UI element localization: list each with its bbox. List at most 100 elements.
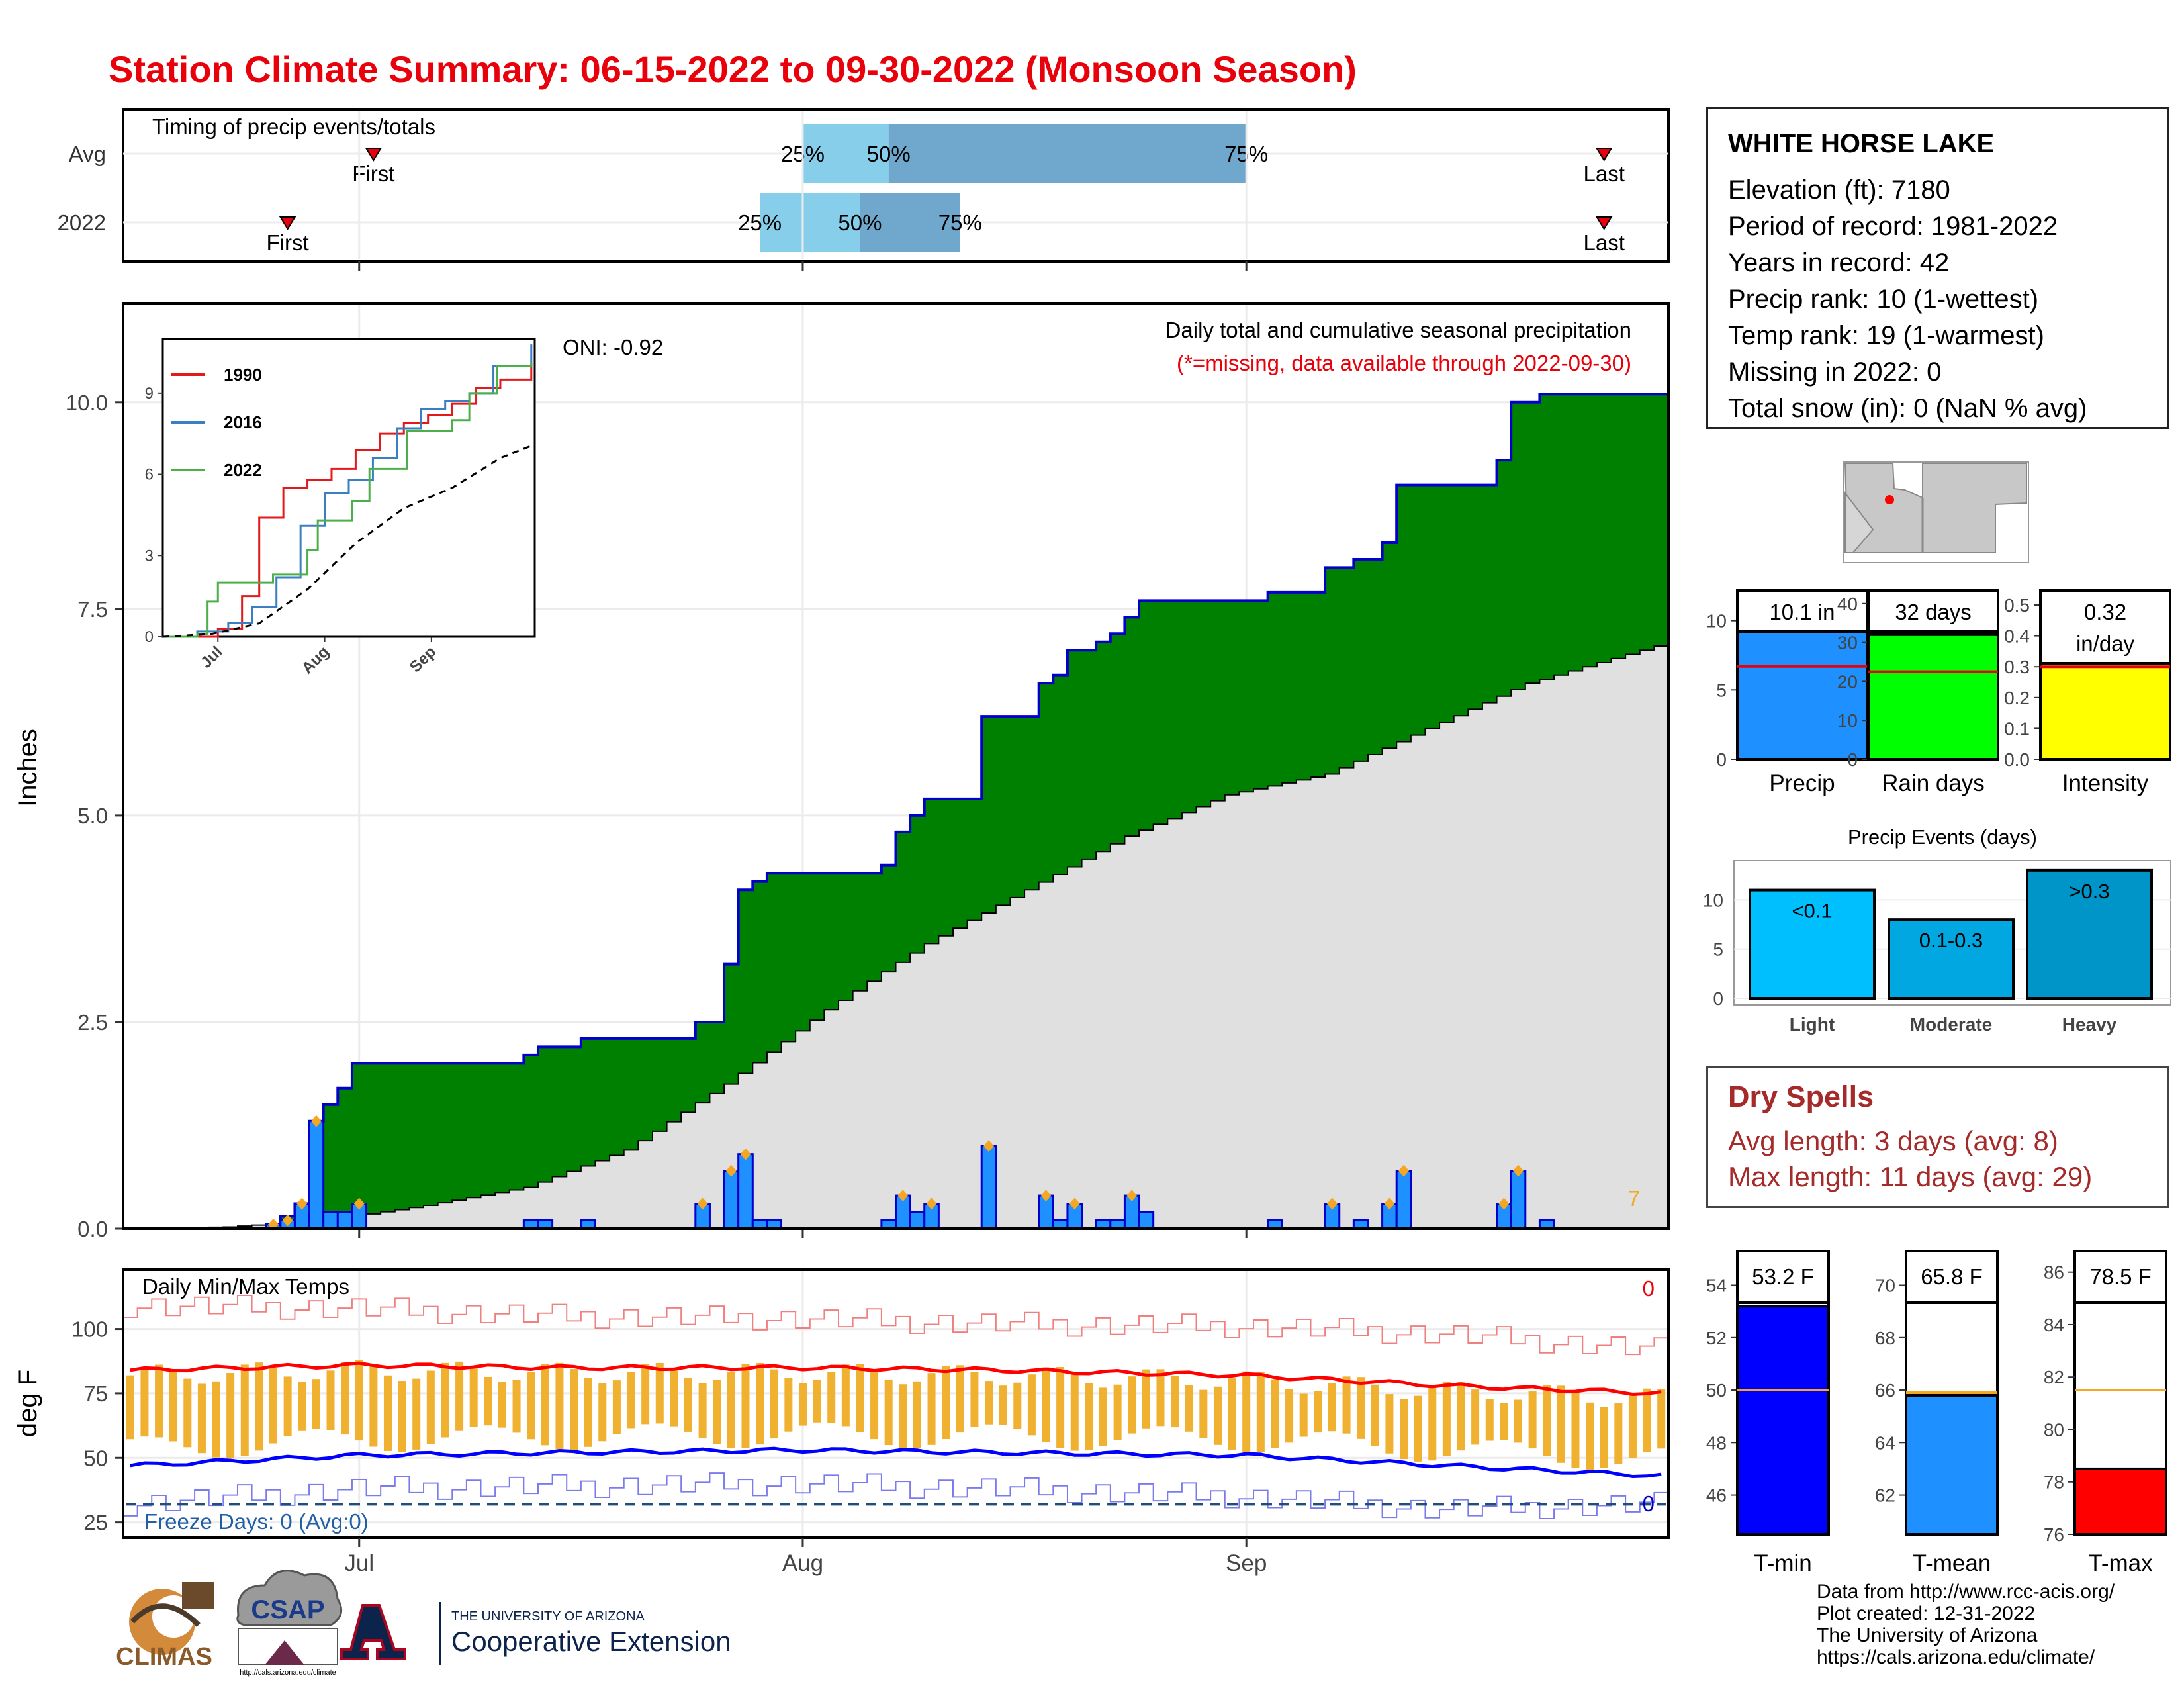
daily-temp-range-bar bbox=[870, 1370, 879, 1440]
summary-ytick-label: 0.0 bbox=[2004, 749, 2030, 770]
heavy-event-marker bbox=[1512, 1164, 1524, 1177]
cold-count: 0 bbox=[1643, 1491, 1655, 1516]
daily-temp-range-bar bbox=[326, 1370, 335, 1430]
precip-y-label: Inches bbox=[13, 729, 42, 807]
daily-temp-range-bar bbox=[426, 1370, 435, 1444]
inset-ytick-label: 3 bbox=[145, 547, 154, 565]
daily-temp-range-bar bbox=[956, 1365, 964, 1433]
precip-ytick-label: 7.5 bbox=[77, 597, 108, 622]
station-info-line: Missing in 2022: 0 bbox=[1728, 357, 1942, 387]
csap-url: http://cals.arizona.edu/climate bbox=[240, 1669, 336, 1677]
daily-precip-bar bbox=[980, 1145, 997, 1230]
temp-summary-bar bbox=[2073, 1467, 2167, 1536]
temp-value-box bbox=[1736, 1250, 1830, 1304]
precip-ytick-label: 5.0 bbox=[77, 804, 108, 828]
heavy-event-marker bbox=[353, 1197, 365, 1210]
daily-temp-range-bar bbox=[1242, 1371, 1251, 1453]
dry-spells-box: Dry Spells Avg length: 3 days (avg: 8) M… bbox=[1706, 1066, 2169, 1208]
temp-bar-ytick-label: 84 bbox=[2044, 1315, 2064, 1335]
temp-bar-ytick-label: 68 bbox=[1875, 1328, 1895, 1348]
daily-temp-range-bar bbox=[1314, 1391, 1322, 1433]
daily-temp-range-bar bbox=[555, 1362, 564, 1450]
missing-note: (*=missing, data available through 2022-… bbox=[1177, 351, 1631, 375]
timing-marker-label: Last bbox=[1584, 230, 1625, 255]
daily-temp-range-bar bbox=[126, 1375, 134, 1440]
heavy-event-marker bbox=[1069, 1197, 1080, 1210]
temp-bar-ytick-label: 54 bbox=[1706, 1276, 1727, 1296]
temp-bar-ytick-label: 80 bbox=[2044, 1419, 2064, 1440]
precip-events-chart: Precip Events (days) 0 5 10 <0.1 Light 0.1-0.3… bbox=[1703, 825, 2171, 1035]
daily-temp-range-bar bbox=[155, 1364, 163, 1438]
daily-temp-range-bar bbox=[1643, 1388, 1651, 1452]
daily-temp-range-bar bbox=[383, 1375, 392, 1451]
timing-bar-50-75 bbox=[888, 124, 1247, 183]
heavy-event-marker bbox=[1326, 1197, 1338, 1210]
temp-summary-bar bbox=[1736, 1305, 1830, 1536]
summary-value-label: 0.32 bbox=[2084, 600, 2126, 624]
daily-temp-range-bar bbox=[1371, 1384, 1379, 1446]
daily-temp-range-bar bbox=[1271, 1379, 1279, 1448]
daily-temp-range-bar bbox=[1528, 1391, 1537, 1449]
average-precip-area bbox=[123, 646, 1668, 1229]
station-info-line: Precip rank: 10 (1-wettest) bbox=[1728, 285, 2039, 314]
record-min-line bbox=[123, 1472, 1668, 1520]
daily-temp-range-bar bbox=[1586, 1402, 1594, 1470]
timing-percentile-label: 25% bbox=[738, 211, 782, 235]
heavy-event-marker bbox=[740, 1148, 751, 1160]
temp-bar-label: T-min bbox=[1754, 1550, 1812, 1576]
temp-bar-label: T-mean bbox=[1913, 1550, 1991, 1576]
ua-top-text: THE UNIVERSITY OF ARIZONA bbox=[451, 1609, 645, 1624]
daily-temp-range-bar bbox=[169, 1370, 177, 1442]
daily-temp-range-bar bbox=[1457, 1382, 1465, 1451]
daily-temp-range-bar bbox=[226, 1372, 235, 1459]
daily-temp-range-bar bbox=[1099, 1387, 1107, 1446]
daily-temp-range-bar bbox=[1128, 1376, 1136, 1434]
oni-label: ONI: -0.92 bbox=[563, 335, 663, 359]
climas-wordmark: CLIMAS bbox=[116, 1643, 212, 1671]
daily-temp-range-bar bbox=[412, 1378, 421, 1450]
daily-temp-range-bar bbox=[1042, 1367, 1050, 1442]
daily-temp-range-bar bbox=[598, 1383, 607, 1442]
daily-temp-range-bar bbox=[627, 1372, 635, 1429]
daily-temp-range-bar bbox=[212, 1381, 220, 1458]
freeze-text: Freeze Days: 0 (Avg:0) bbox=[144, 1509, 369, 1534]
temp-value-box bbox=[1905, 1250, 1999, 1304]
daily-precip-bar bbox=[1138, 1211, 1155, 1230]
timing-percentile-label: 50% bbox=[838, 211, 882, 235]
station-info-line: Total snow (in): 0 (NaN % avg) bbox=[1728, 394, 2087, 423]
daily-temp-range-bar bbox=[355, 1360, 363, 1441]
precip-caption: Daily total and cumulative seasonal prec… bbox=[1165, 318, 1631, 342]
station-info-box: WHITE HORSE LAKE Elevation (ft): 7180 Pe… bbox=[1706, 107, 2169, 429]
summary-ytick-label: 0.1 bbox=[2004, 718, 2030, 739]
daily-temp-range-bar bbox=[269, 1368, 278, 1444]
daily-temp-range-bar bbox=[1514, 1399, 1522, 1443]
heavy-event-marker bbox=[310, 1115, 322, 1127]
daily-temp-range-bar bbox=[827, 1372, 836, 1423]
temp-value-box bbox=[2073, 1250, 2167, 1304]
daily-temp-range-bar bbox=[1428, 1387, 1437, 1461]
daily-temp-range-bar bbox=[240, 1364, 249, 1456]
ua-bottom-text: Cooperative Extension bbox=[451, 1626, 731, 1657]
university-of-arizona-logo: THE UNIVERSITY OF ARIZONA Cooperative Ex… bbox=[340, 1602, 731, 1665]
summary-ytick-label: 10 bbox=[1706, 611, 1727, 632]
heavy-event-marker bbox=[926, 1197, 937, 1210]
daily-temp-range-bar bbox=[498, 1382, 506, 1428]
cumulative-precip-line bbox=[123, 393, 1668, 1230]
summary-value-box bbox=[1736, 589, 1868, 633]
timing-marker-label: Last bbox=[1584, 162, 1625, 186]
daily-temp-range-bar bbox=[298, 1382, 306, 1431]
daily-temp-range-bar bbox=[1657, 1389, 1666, 1449]
summary-bar bbox=[1736, 618, 1868, 761]
summary-bar bbox=[2039, 659, 2171, 761]
timing-marker-label: First bbox=[267, 230, 309, 255]
daily-temp-range-bar bbox=[770, 1369, 778, 1439]
credit-line: Plot created: 12-31-2022 bbox=[1817, 1603, 2036, 1624]
daily-temp-range-bar bbox=[612, 1380, 621, 1434]
summary-ytick-label: 0.4 bbox=[2004, 626, 2030, 647]
station-info-line: Elevation (ft): 7180 bbox=[1728, 175, 1950, 205]
daily-temp-range-bar bbox=[1285, 1389, 1294, 1443]
summary-ytick-label: 0.5 bbox=[2004, 595, 2030, 616]
summary-bar-label: Precip bbox=[1769, 771, 1835, 796]
daily-precip-bar bbox=[322, 1211, 339, 1230]
heavy-event-marker bbox=[1398, 1164, 1410, 1177]
